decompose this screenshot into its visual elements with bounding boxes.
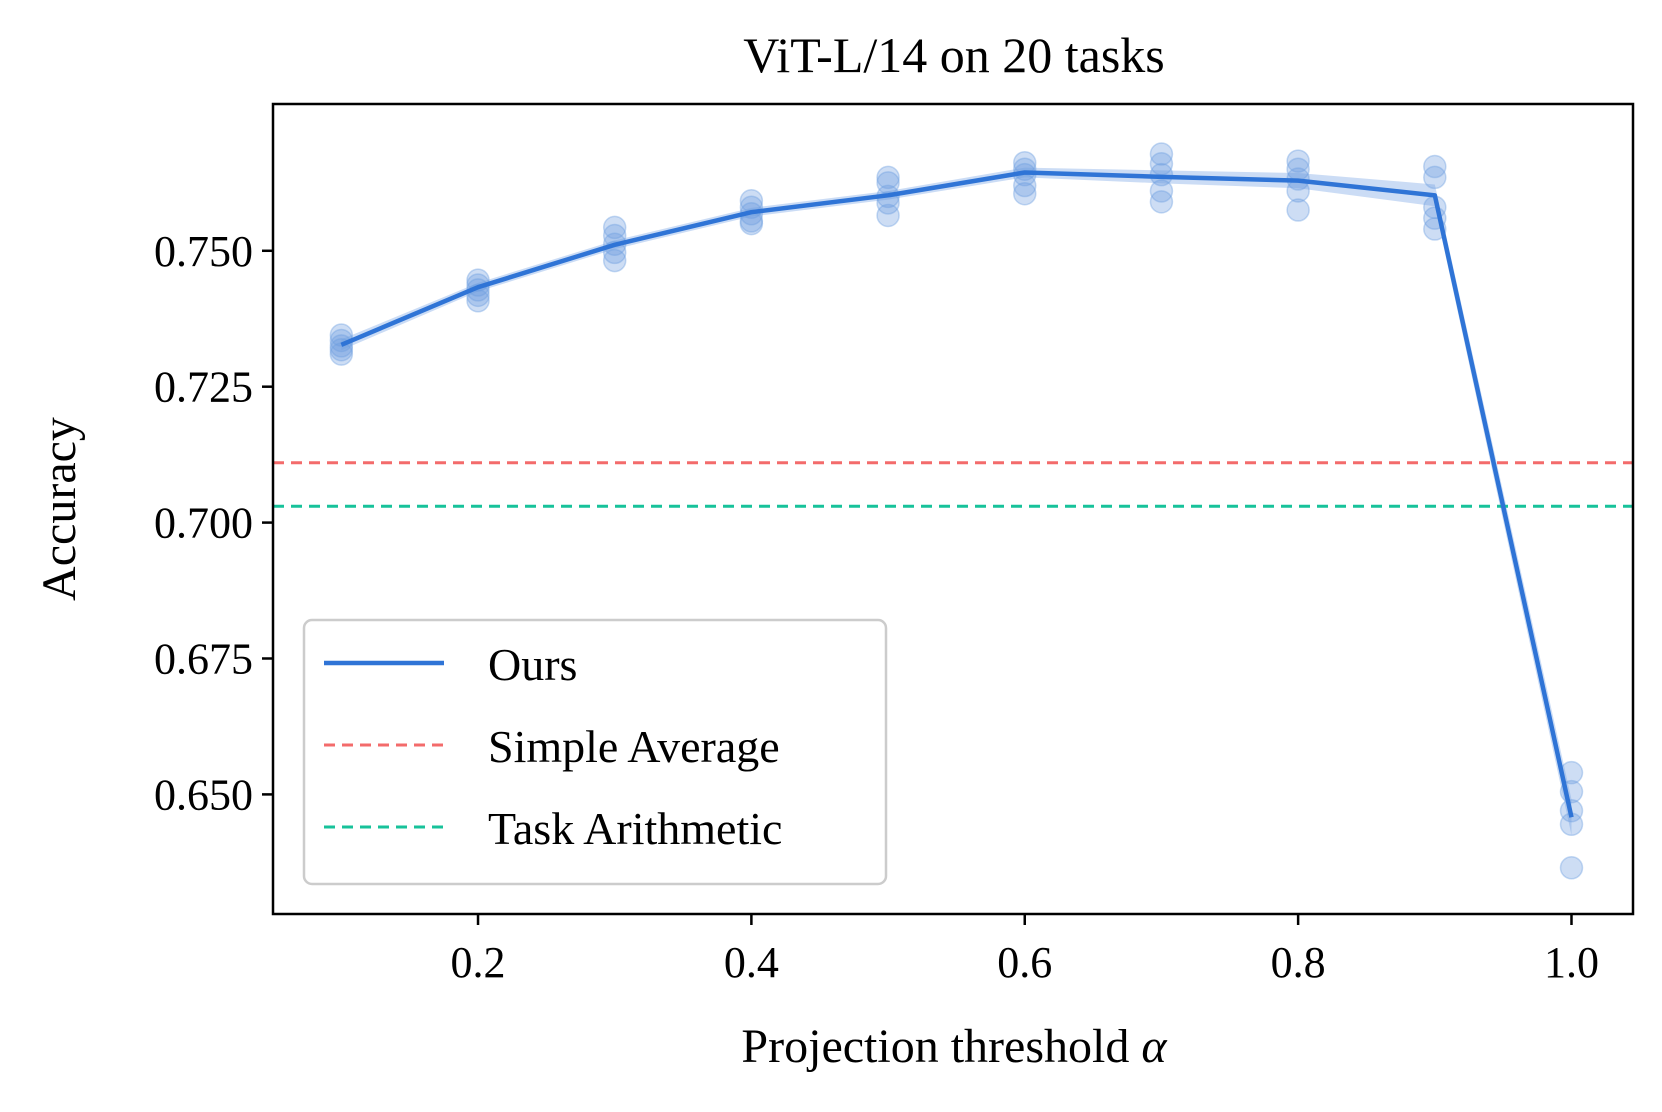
legend: Ours Simple Average Task Arithmetic [302, 618, 888, 886]
data-point [876, 165, 900, 190]
data-point [1149, 179, 1174, 203]
legend-label-task-arithmetic: Task Arithmetic [488, 803, 782, 854]
plot-area [273, 142, 1633, 880]
data-point [1013, 181, 1037, 206]
data-point [1149, 190, 1174, 214]
data-point [1286, 149, 1310, 173]
y-tick-label: 0.700 [154, 499, 253, 548]
legend-label-ours: Ours [488, 639, 577, 690]
y-tick-label: 0.750 [154, 227, 253, 276]
x-tick-label: 0.8 [1271, 938, 1326, 987]
x-axis-label-symbol: α [1141, 1020, 1167, 1073]
y-tick-label: 0.675 [154, 634, 253, 683]
x-tick-label: 0.6 [997, 938, 1052, 987]
data-point [876, 203, 900, 228]
data-point [466, 289, 490, 313]
data-point [1559, 856, 1584, 880]
data-point [1423, 154, 1447, 179]
data-point [1423, 165, 1447, 190]
legend-box [302, 618, 888, 886]
data-point [329, 342, 354, 366]
data-point [602, 215, 627, 240]
x-axis-label-text: Projection threshold [741, 1020, 1129, 1073]
axes-frame [271, 102, 1635, 916]
x-axis-label: Projection threshold α [741, 1020, 1167, 1073]
y-axis-label: Accuracy [33, 417, 86, 601]
chart-title: ViT-L/14 on 20 tasks [743, 27, 1165, 83]
y-tick-label: 0.650 [154, 770, 253, 819]
axis-ticks: 0.2 0.4 0.6 0.8 1.0 0.650 0.675 0.700 0.725 0.750 [154, 227, 1599, 987]
y-tick-label: 0.725 [154, 363, 253, 412]
data-point [1286, 198, 1310, 222]
legend-label-simple-average: Simple Average [488, 721, 780, 772]
x-tick-label: 0.2 [451, 938, 506, 987]
x-tick-label: 0.4 [724, 938, 779, 987]
data-point [602, 248, 627, 273]
series-line-ours [340, 170, 1574, 818]
x-tick-label: 1.0 [1544, 938, 1599, 987]
data-point [1149, 142, 1174, 166]
